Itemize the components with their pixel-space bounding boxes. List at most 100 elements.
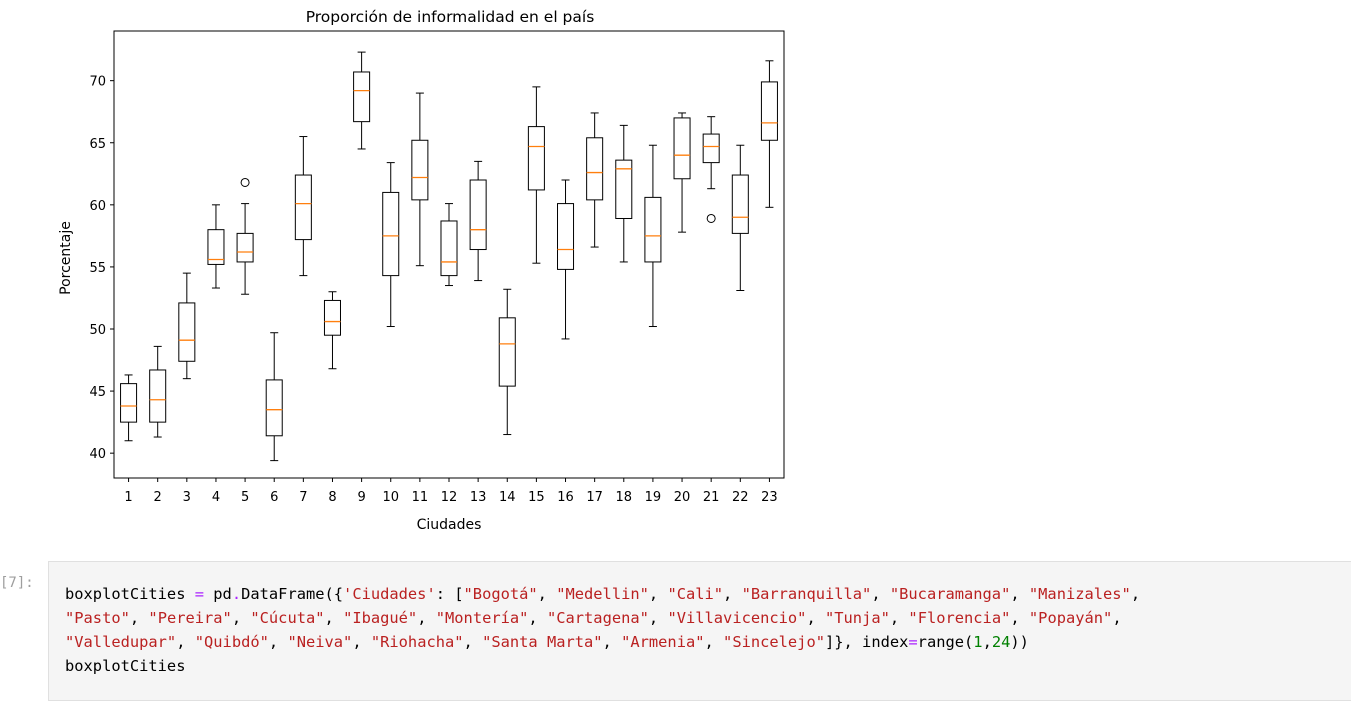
box-7 <box>294 136 312 277</box>
box-12 <box>440 203 458 287</box>
code-token: , <box>176 633 195 651</box>
x-tick-label: 17 <box>586 490 603 505</box>
code-token: : [ <box>435 585 464 603</box>
x-tick-label: 1 <box>124 490 132 505</box>
code-token: "Neiva" <box>287 633 353 651</box>
code-token: , <box>129 609 149 627</box>
code-token: "Manizales" <box>1028 585 1131 603</box>
code-token: , <box>417 609 436 627</box>
x-tick-label: 2 <box>154 490 162 505</box>
outlier-point <box>240 177 250 187</box>
x-tick-label: 7 <box>299 490 307 505</box>
code-token: pd <box>204 585 232 603</box>
x-tick-label: 11 <box>412 490 429 505</box>
iqr-box <box>120 383 138 423</box>
y-tick-label: 40 <box>89 447 106 462</box>
y-tick-label: 70 <box>89 75 106 90</box>
iqr-box <box>353 71 371 123</box>
code-token: "Santa Marta" <box>482 633 603 651</box>
code-token: = <box>908 633 918 651</box>
code-token: , <box>463 633 483 651</box>
code-token: , <box>982 633 992 651</box>
code-token: "Quibdó" <box>194 633 269 651</box>
code-token: , <box>704 633 724 651</box>
y-tick-label: 50 <box>89 323 106 338</box>
code-token: , <box>871 585 890 603</box>
x-tick-label: 21 <box>703 490 720 505</box>
code-token: "Cúcuta" <box>250 609 325 627</box>
y-tick-label: 60 <box>89 199 106 214</box>
x-tick-label: 4 <box>212 490 220 505</box>
code-token: . <box>231 585 242 603</box>
code-token: "Pasto" <box>65 609 130 627</box>
box-16 <box>557 179 575 340</box>
x-tick-label: 10 <box>382 490 399 505</box>
iqr-box <box>498 317 516 387</box>
box-20 <box>673 112 691 233</box>
code-token: "Tunja" <box>825 609 890 627</box>
code-token: , <box>723 585 742 603</box>
code-token: , <box>231 609 251 627</box>
code-token: "Montería" <box>435 609 529 627</box>
x-axis: 1 2 3 4 5 6 7 8 9 10 11 12 13 14 15 16 17 18 19 20 21 22 23 <box>124 478 778 505</box>
iqr-box <box>760 81 778 141</box>
code-token: range( <box>917 633 974 651</box>
iqr-box <box>469 179 487 251</box>
y-tick-label: 45 <box>89 385 106 400</box>
boxplot-figure: Proporción de informalidad en el país 40… <box>58 8 785 533</box>
code-token: 'Ciudades' <box>343 585 436 603</box>
box-18 <box>615 124 633 263</box>
iqr-box <box>149 369 167 423</box>
y-axis: 40 45 50 55 60 65 70 <box>89 75 114 462</box>
x-tick-label: 5 <box>241 490 249 505</box>
iqr-box <box>323 299 341 336</box>
outlier-point <box>706 213 716 223</box>
iqr-box <box>557 203 575 270</box>
code-token: , <box>602 633 622 651</box>
iqr-box <box>236 232 254 263</box>
iqr-box <box>207 229 225 265</box>
code-token: "Popayán" <box>1028 609 1113 627</box>
code-token: "Riohacha" <box>370 633 464 651</box>
code-token: boxplotCities <box>65 585 195 603</box>
code-token: , <box>1010 585 1029 603</box>
cell-prompt: [7]: <box>0 575 34 591</box>
x-axis-label: Ciudades <box>417 517 482 533</box>
code-editor[interactable]: boxplotCities = pd.DataFrame({'Ciudades'… <box>49 562 1351 678</box>
iqr-box <box>615 159 633 219</box>
box-19 <box>644 144 662 328</box>
code-token: "Armenia" <box>621 633 705 651</box>
box-13 <box>469 160 487 282</box>
axes-frame <box>113 30 785 479</box>
code-cell[interactable]: boxplotCities = pd.DataFrame({'Ciudades'… <box>48 561 1351 701</box>
box-1 <box>120 374 138 442</box>
x-tick-label: 8 <box>328 490 336 505</box>
x-tick-label: 13 <box>470 490 487 505</box>
box-9 <box>353 51 371 150</box>
iqr-box <box>440 220 458 277</box>
x-tick-label: 12 <box>441 490 458 505</box>
code-token: "Cali" <box>667 585 724 603</box>
x-tick-label: 15 <box>528 490 545 505</box>
iqr-box <box>294 174 312 241</box>
y-tick-label: 65 <box>89 137 106 152</box>
box-8 <box>323 291 341 370</box>
box-5 <box>236 177 254 295</box>
code-token: 24 <box>991 633 1011 651</box>
box-2 <box>149 345 167 438</box>
code-token: "Pereira" <box>148 609 232 627</box>
iqr-box <box>702 133 720 164</box>
code-token: , <box>352 633 371 651</box>
code-token: , <box>268 633 288 651</box>
code-token: "Medellin" <box>556 585 649 603</box>
code-token: "Bucaramanga" <box>889 585 1011 603</box>
iqr-box <box>382 191 400 277</box>
iqr-box <box>673 117 691 180</box>
code-token: , <box>889 609 909 627</box>
iqr-box <box>644 196 662 263</box>
code-token: , <box>537 585 557 603</box>
code-token: , <box>1112 609 1122 627</box>
code-token: , <box>806 609 825 627</box>
code-token: "Florencia" <box>908 609 1011 627</box>
iqr-box <box>731 174 749 234</box>
